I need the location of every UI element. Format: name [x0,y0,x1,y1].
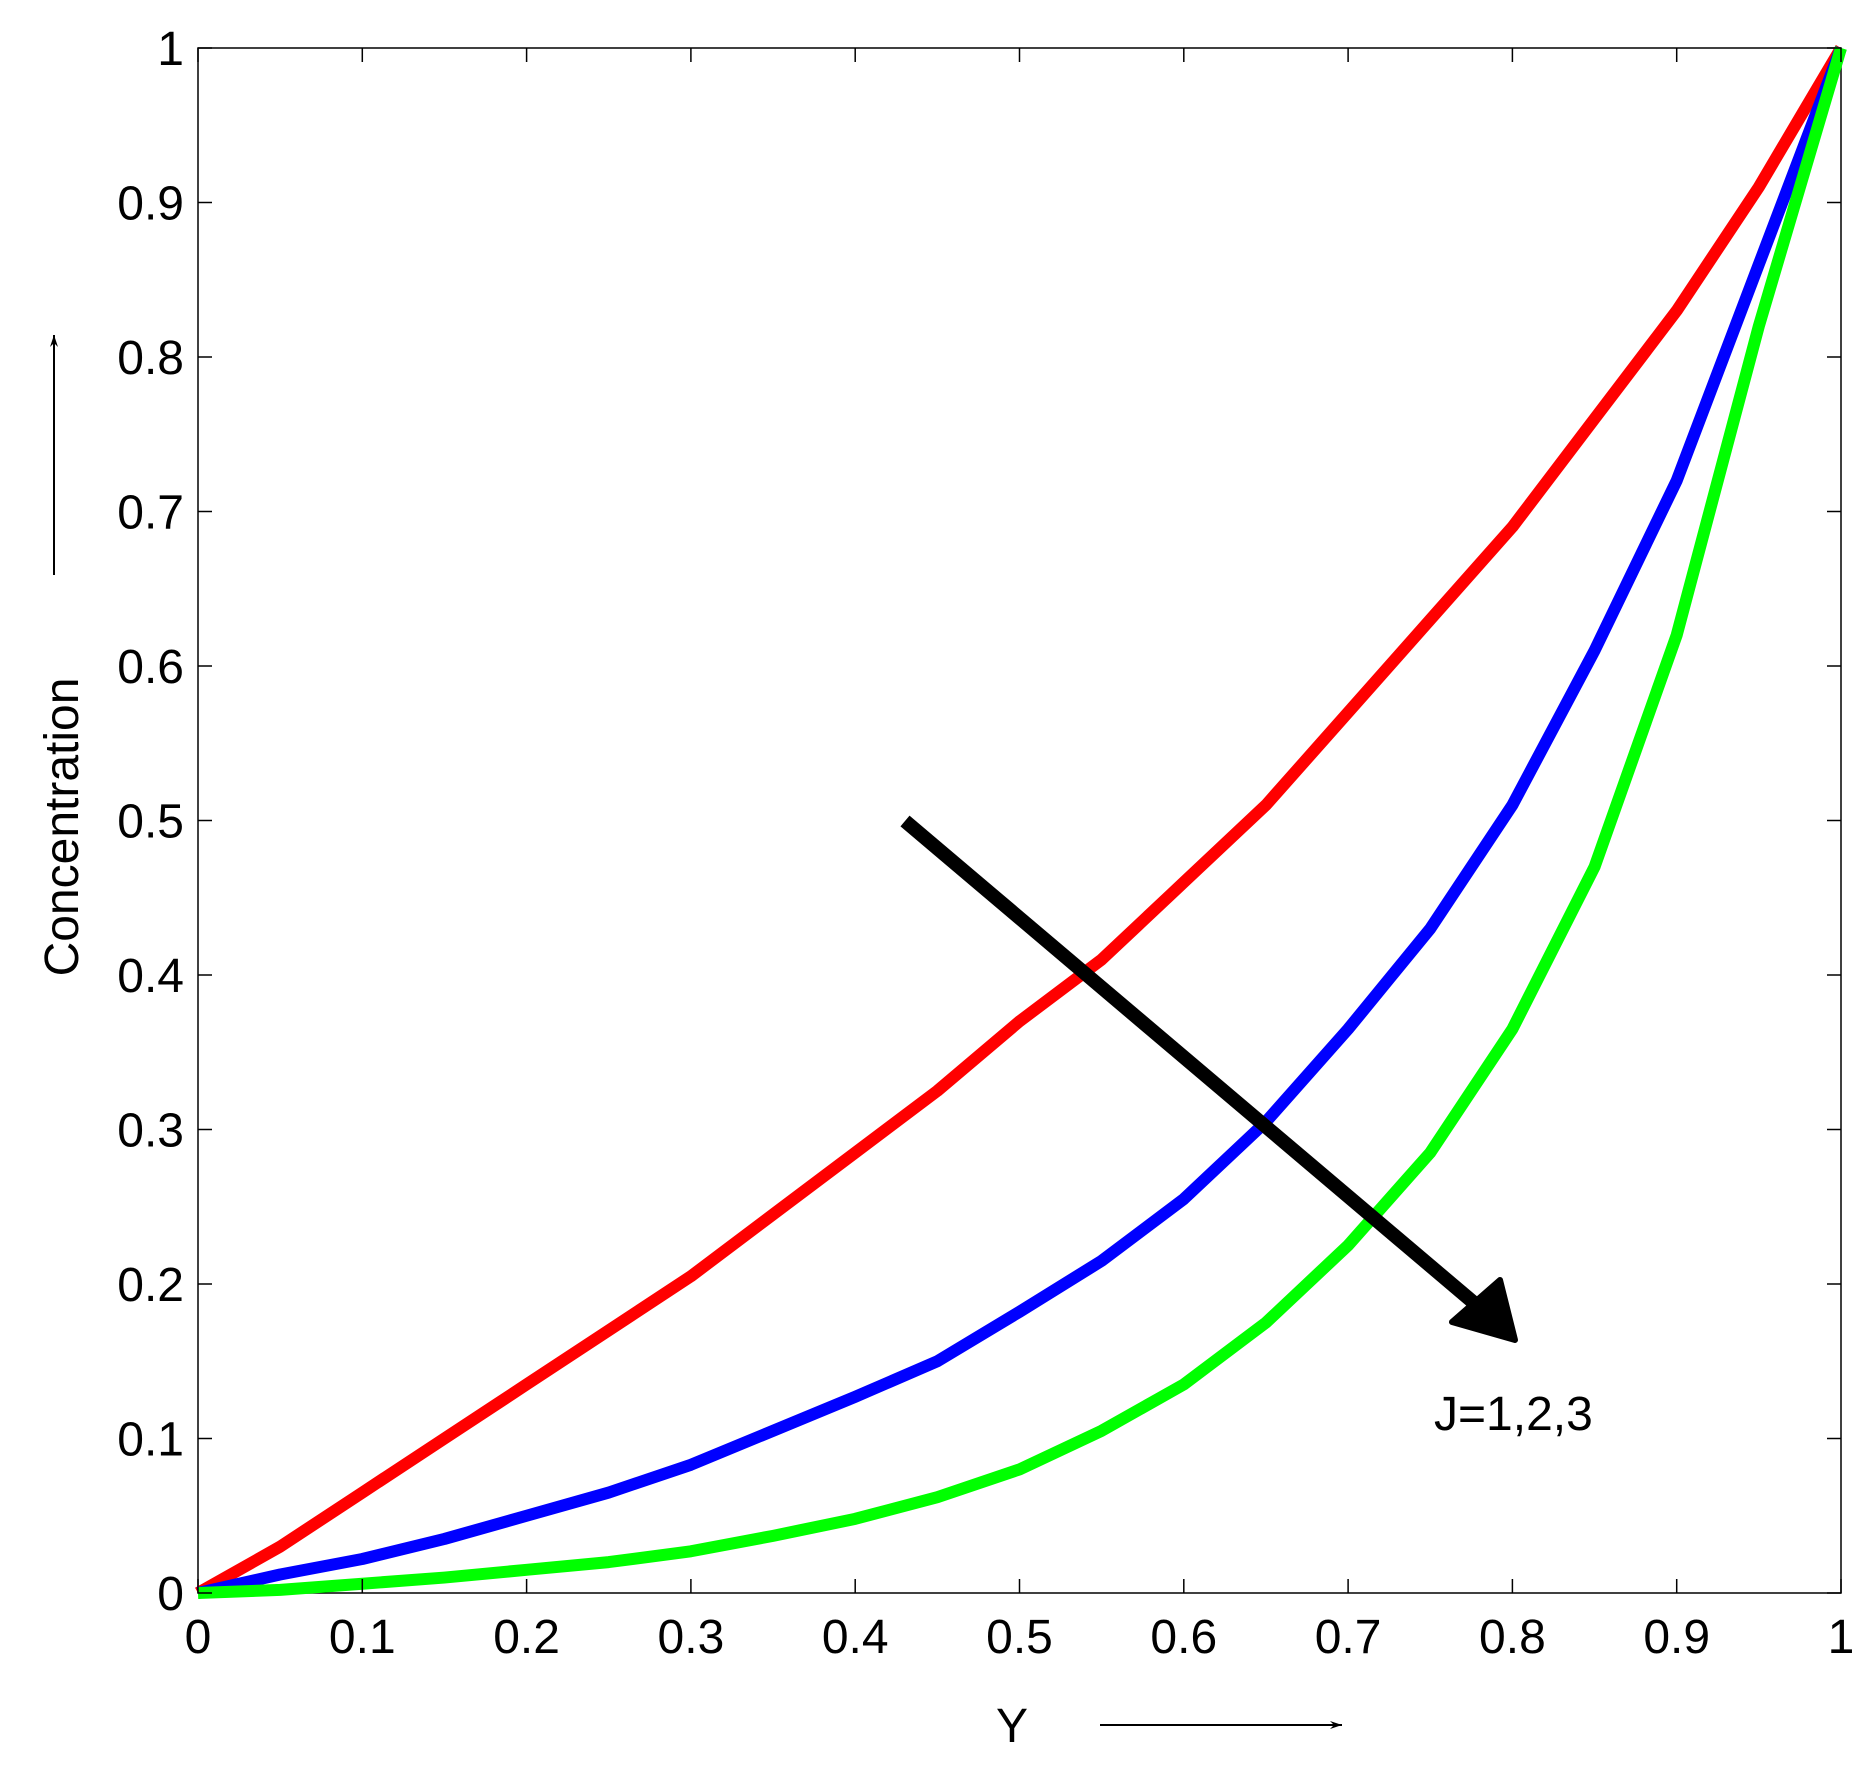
x-tick-label: 0.6 [1150,1611,1217,1664]
x-tick-label: 0.8 [1479,1611,1546,1664]
annotation-arrow-head [1449,1277,1518,1343]
y-tick-label: 0.8 [117,332,184,385]
y-tick-label: 0.3 [117,1105,184,1158]
x-tick-label: 0 [185,1611,212,1664]
x-tick-label: 0.5 [986,1611,1053,1664]
x-axis-label: Y [996,1700,1028,1753]
x-tick-label: 0.9 [1643,1611,1710,1664]
plot-frame [197,47,1842,1594]
y-tick-label: 0.1 [117,1414,184,1467]
y-tick-label: 0.2 [117,1259,184,1312]
y-axis-label: Concentration [36,678,89,977]
y-tick-label: 0.6 [117,641,184,694]
series-line [195,44,1847,1599]
y-tick-label: 0.9 [117,178,184,231]
x-tick-label: 1 [1828,1611,1855,1664]
y-tick-label: 0.7 [117,487,184,540]
x-tick-label: 0.3 [658,1611,725,1664]
annotation-arrow [900,815,1485,1314]
series-line [197,46,1847,1599]
x-tick-label: 0.4 [822,1611,889,1664]
x-tick-label: 0.2 [493,1611,560,1664]
annotation: J=1,2,3 [1434,1388,1593,1441]
y-tick-label: 0.5 [117,796,184,849]
y-tick-label: 1 [157,23,184,76]
y-tick-label: 0.4 [117,950,184,1003]
y-tick-label: 0 [157,1568,184,1621]
x-tick-label: 0.1 [329,1611,396,1664]
plot-area [195,44,1847,1599]
series-line [196,45,1847,1599]
x-tick-label: 0.7 [1315,1611,1382,1664]
